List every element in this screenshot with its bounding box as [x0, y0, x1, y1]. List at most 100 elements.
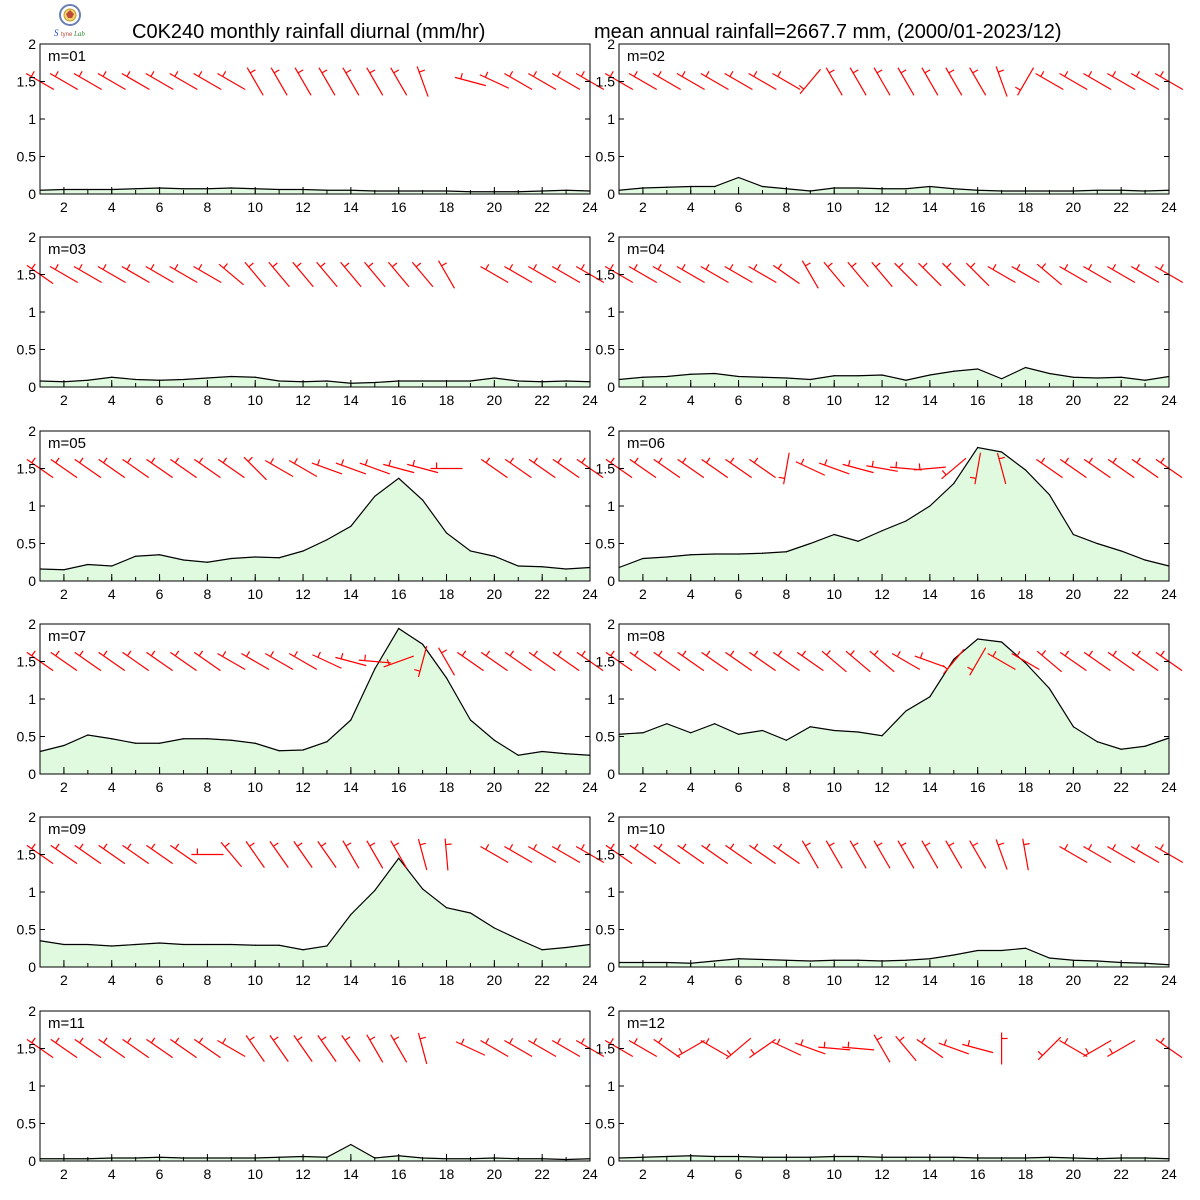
wind-barb: [97, 72, 126, 91]
wind-barb: [873, 67, 891, 96]
wind-barb: [771, 1041, 802, 1056]
wind-barb-tick: [726, 1049, 732, 1056]
wind-barb-tick: [900, 69, 907, 74]
x-tick-label: 16: [391, 392, 407, 408]
wind-barb: [73, 265, 102, 284]
rainfall-line: [619, 947, 1170, 966]
y-tick-label: 1.5: [596, 74, 616, 90]
wind-barb: [268, 261, 290, 288]
wind-barb-tick: [198, 650, 204, 657]
wind-barb-tick: [633, 264, 638, 270]
data-point: [1024, 662, 1027, 664]
data-point: [565, 753, 567, 755]
y-tick-label: 1.5: [596, 461, 616, 477]
data-point: [350, 913, 352, 916]
y-tick-label: 0.5: [596, 922, 616, 938]
data-point: [182, 378, 185, 381]
wind-barb-tick: [198, 1037, 204, 1044]
panel-m=02: 00.511.522 4 6 8 10 12 14 16 18 20 22 24m=02: [596, 36, 1184, 215]
wind-barb: [1011, 265, 1040, 284]
data-point: [1024, 469, 1027, 471]
wind-barb: [74, 651, 102, 672]
wind-barb-tick: [532, 844, 538, 850]
y-tick-label: 2: [607, 616, 615, 632]
wind-barb: [318, 67, 336, 96]
x-tick-label: 24: [1161, 586, 1177, 602]
wind-barb: [1107, 458, 1135, 479]
y-tick-label: 0: [28, 573, 36, 589]
data-point: [1096, 542, 1098, 545]
wind-barb: [969, 67, 987, 96]
wind-barb: [340, 261, 362, 288]
wind-barb: [1059, 72, 1088, 91]
wind-barb-tick: [753, 843, 759, 850]
wind-barb-tick: [610, 457, 615, 464]
wind-barb-tick: [876, 1036, 883, 1041]
wind-barb: [342, 840, 360, 869]
panel-label: m=09: [48, 821, 86, 838]
wind-barb: [873, 840, 891, 869]
wind-barb: [406, 463, 439, 474]
wind-barb-tick: [581, 650, 586, 657]
x-tick-label: 16: [970, 779, 986, 795]
x-tick-label: 8: [782, 972, 790, 988]
wind-barb-tick: [320, 262, 326, 268]
y-tick-label: 0.5: [17, 922, 37, 938]
wind-barb: [270, 67, 288, 96]
wind-barb: [122, 651, 150, 672]
wind-barb: [987, 265, 1016, 284]
wind-barb-tick: [753, 264, 758, 270]
wind-barb-tick: [269, 651, 274, 657]
panel-label: m=05: [48, 435, 86, 452]
data-point: [905, 379, 907, 381]
wind-barb-tick: [851, 262, 857, 268]
wind-barb-tick: [393, 842, 400, 847]
data-point: [761, 185, 764, 188]
wind-barb-tick: [943, 1039, 948, 1046]
data-point: [469, 912, 472, 914]
x-tick-label: 16: [391, 586, 407, 602]
wind-barb: [653, 844, 681, 865]
wind-barb: [50, 1038, 78, 1059]
x-tick-label: 20: [487, 972, 503, 988]
x-tick-label: 6: [735, 779, 743, 795]
wind-barb-tick: [1064, 1038, 1069, 1044]
wind-barb-tick: [705, 71, 710, 77]
wind-barb: [677, 458, 705, 479]
wind-barb: [146, 651, 174, 672]
y-tick-label: 1: [607, 1078, 615, 1094]
wind-barb-tick: [729, 843, 735, 850]
x-tick-label: 6: [156, 199, 164, 215]
y-tick-label: 0.5: [596, 536, 616, 552]
x-tick-label: 22: [1113, 972, 1129, 988]
panel-label: m=07: [48, 628, 86, 645]
wind-barb-tick: [174, 71, 179, 77]
wind-barb-tick: [750, 1048, 755, 1055]
y-tick-label: 1.5: [17, 1041, 37, 1057]
y-tick-label: 1: [607, 691, 615, 707]
wind-barb: [169, 265, 198, 284]
x-tick-label: 14: [343, 779, 359, 795]
x-tick-label: 8: [203, 392, 211, 408]
wind-barb-tick: [223, 263, 228, 269]
data-point: [809, 542, 811, 545]
data-point: [1144, 745, 1146, 747]
wind-barb-tick: [1160, 650, 1165, 657]
wind-barb: [145, 72, 174, 91]
x-tick-label: 4: [687, 392, 695, 408]
x-tick-label: 16: [970, 199, 986, 215]
wind-barb: [1083, 845, 1112, 864]
x-tick-label: 12: [295, 586, 311, 602]
wind-barb: [818, 462, 850, 475]
x-tick-label: 20: [487, 586, 503, 602]
wind-barb-tick: [1064, 650, 1070, 657]
wind-barb: [869, 650, 895, 673]
y-tick-label: 1: [28, 884, 36, 900]
wind-barb: [146, 458, 174, 479]
x-tick-label: 8: [203, 972, 211, 988]
x-tick-label: 6: [156, 1166, 164, 1182]
x-tick-label: 22: [534, 1166, 550, 1182]
wind-barb: [121, 265, 150, 284]
wind-barb: [629, 651, 657, 672]
wind-barb-tick: [418, 69, 426, 73]
